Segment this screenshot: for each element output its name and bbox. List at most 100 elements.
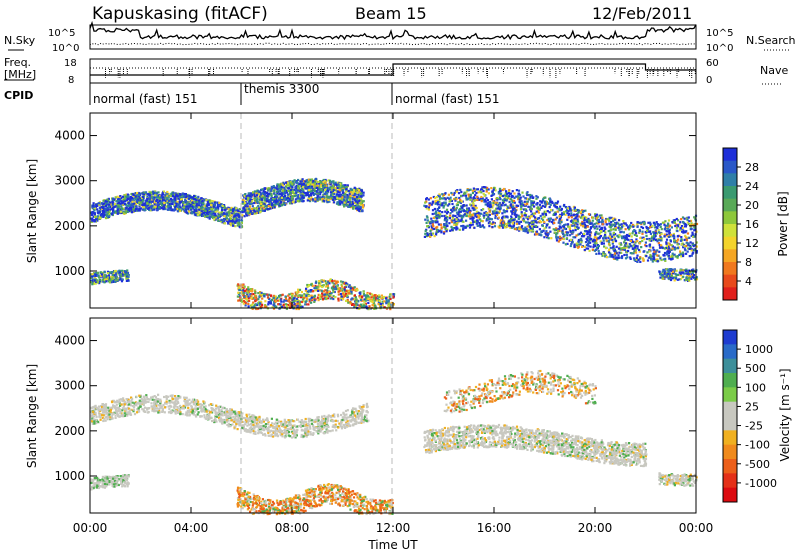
echo-cell	[156, 201, 160, 204]
echo-cell	[91, 206, 94, 209]
echo-cell	[614, 224, 617, 227]
echo-cell	[474, 214, 477, 217]
echo-cell	[648, 244, 651, 247]
echo-cell	[581, 217, 584, 220]
echo-cell	[297, 185, 300, 188]
echo-cell	[442, 206, 445, 209]
echo-cell	[517, 217, 520, 221]
echo-cell	[483, 194, 486, 198]
echo-cell	[490, 222, 494, 226]
echo-cell	[300, 197, 303, 200]
echo-cell	[266, 195, 269, 198]
echo-cell	[629, 252, 632, 255]
echo-cell	[263, 204, 267, 208]
echo-cell	[158, 196, 161, 199]
echo-cell	[474, 204, 477, 207]
echo-cell	[223, 205, 226, 208]
echo-cell	[289, 190, 292, 193]
echo-cell	[573, 245, 576, 249]
echo-cell	[247, 192, 250, 195]
echo-cell	[308, 189, 311, 192]
echo-cell	[260, 188, 263, 191]
echo-cell	[501, 215, 504, 219]
echo-cell	[536, 209, 540, 212]
echo-cell	[92, 212, 95, 215]
echo-cell	[652, 236, 655, 239]
echo-cell	[279, 183, 282, 186]
echo-cell	[630, 245, 633, 248]
echo-cell	[301, 198, 304, 201]
echo-cell	[462, 194, 465, 197]
echo-cell	[609, 253, 612, 256]
echo-cell	[426, 225, 429, 228]
noise-right-tick-bottom: 10^0	[706, 43, 733, 54]
echo-cell	[178, 209, 182, 212]
echo-cell	[473, 226, 476, 229]
echo-cell	[604, 231, 607, 234]
echo-cell	[297, 197, 300, 200]
echo-cell	[354, 192, 357, 195]
echo-cell	[424, 232, 427, 235]
echo-cell	[566, 234, 569, 237]
echo-cell	[467, 209, 470, 212]
freq-trace	[90, 63, 696, 76]
echo-cell	[232, 208, 235, 211]
echo-cell	[189, 201, 193, 204]
echo-cell	[318, 198, 321, 201]
echo-cell	[481, 220, 484, 223]
echo-cell	[586, 219, 589, 222]
echo-cell	[529, 215, 532, 218]
echo-cell	[247, 214, 250, 217]
echo-cell	[214, 209, 217, 212]
echo-cell	[539, 214, 542, 218]
echo-cell	[645, 225, 648, 229]
echo-cell	[594, 214, 597, 217]
echo-cell	[583, 217, 586, 220]
echo-cell	[618, 256, 621, 259]
echo-cell	[197, 202, 201, 205]
echo-cell	[543, 227, 546, 230]
echo-cell	[595, 246, 598, 249]
cpid-label: CPID	[4, 89, 33, 102]
echo-cell	[280, 188, 283, 191]
echo-cell	[350, 206, 353, 209]
echo-cell	[526, 218, 530, 221]
echo-cell	[316, 186, 319, 189]
echo-cell	[474, 206, 477, 209]
echo-cell	[130, 193, 133, 196]
echo-cell	[600, 241, 603, 244]
echo-cell	[483, 226, 486, 229]
echo-cell	[167, 205, 170, 208]
echo-cell	[511, 204, 515, 207]
echo-cell	[332, 188, 335, 191]
echo-cell	[493, 186, 496, 189]
echo-cell	[601, 216, 604, 219]
echo-cell	[252, 210, 255, 213]
echo-cell	[573, 208, 576, 211]
echo-cell	[587, 244, 590, 247]
echo-cell	[304, 191, 307, 195]
echo-cell	[593, 239, 597, 242]
echo-cell	[657, 242, 660, 245]
echo-cell	[695, 241, 698, 244]
echo-cell	[589, 227, 592, 230]
echo-cell	[311, 191, 314, 194]
echo-cell	[531, 204, 535, 207]
echo-cell	[359, 204, 362, 207]
echo-cell	[597, 245, 600, 248]
echo-cell	[175, 194, 178, 197]
echo-cell	[310, 186, 313, 189]
echo-cell	[308, 181, 311, 184]
echo-cell	[604, 253, 607, 256]
echo-cell	[585, 220, 588, 223]
echo-cell	[458, 213, 461, 216]
echo-cell	[256, 208, 259, 211]
echo-cell	[493, 225, 497, 228]
echo-cell	[330, 193, 333, 196]
echo-cell	[269, 202, 272, 205]
echo-cell	[97, 218, 100, 221]
echo-cell	[279, 198, 282, 202]
echo-cell	[665, 238, 669, 241]
echo-cell	[272, 186, 275, 189]
echo-cell	[117, 198, 120, 201]
